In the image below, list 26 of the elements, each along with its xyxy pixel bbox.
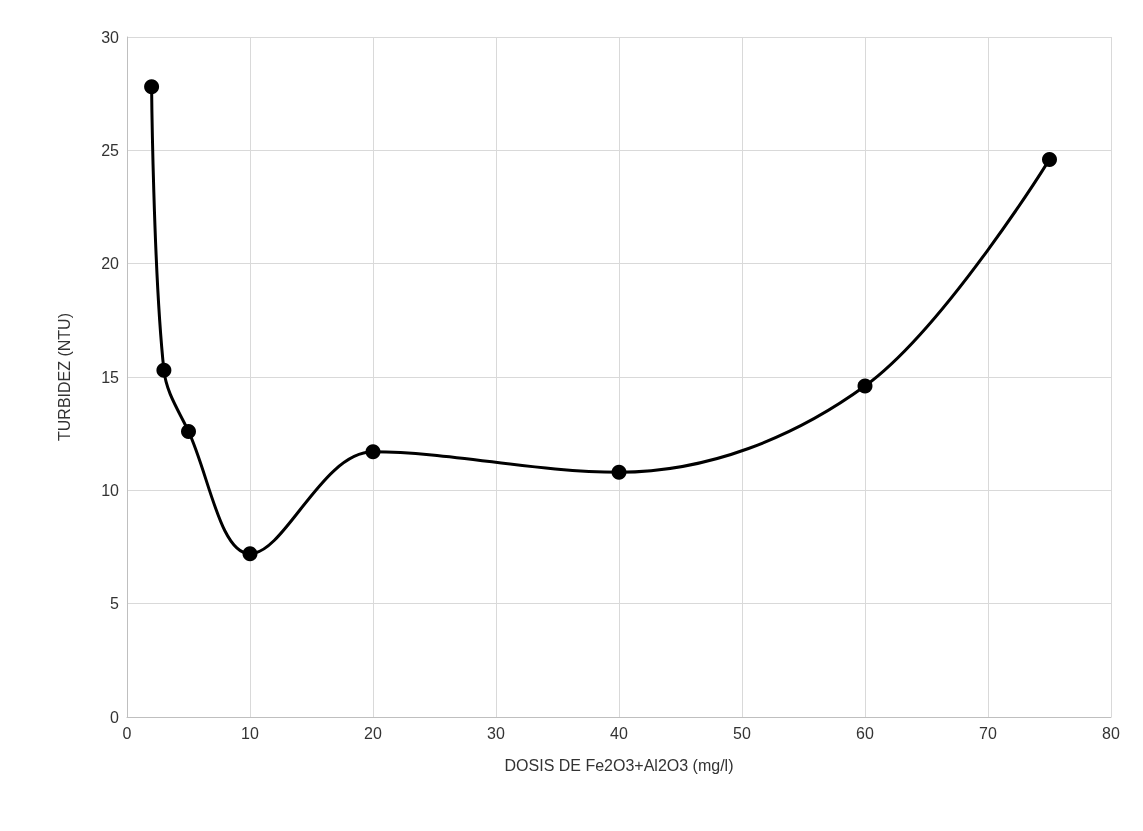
point — [1042, 151, 1057, 167]
point — [365, 444, 381, 460]
x-tick-label: 40 — [610, 724, 628, 742]
point — [242, 546, 258, 562]
x-tick-label: 30 — [487, 724, 505, 742]
x-axis-title: DOSIS DE Fe2O3+Al2O3 (mg/l) — [504, 756, 734, 774]
y-tick-label: 0 — [110, 708, 120, 726]
x-tick-label: 0 — [122, 724, 132, 742]
y-axis-title: TURBIDEZ (NTU) — [55, 313, 73, 441]
y-tick-label: 5 — [110, 595, 120, 613]
y-tick-label: 30 — [101, 28, 120, 46]
x-tick-label: 70 — [979, 724, 997, 742]
x-tick-label: 60 — [856, 724, 874, 742]
y-tick-label: 10 — [101, 481, 120, 499]
point — [857, 378, 873, 394]
y-tick-label: 15 — [101, 368, 120, 386]
point — [181, 423, 196, 439]
point — [611, 464, 627, 480]
point — [144, 79, 160, 95]
x-tick-label: 80 — [1102, 724, 1120, 742]
y-tick-label: 25 — [101, 141, 120, 159]
y-tick-label: 20 — [101, 255, 120, 273]
point — [156, 362, 172, 378]
x-tick-label: 20 — [364, 724, 382, 742]
x-tick-label: 10 — [241, 724, 259, 742]
x-tick-label: 50 — [733, 724, 751, 742]
